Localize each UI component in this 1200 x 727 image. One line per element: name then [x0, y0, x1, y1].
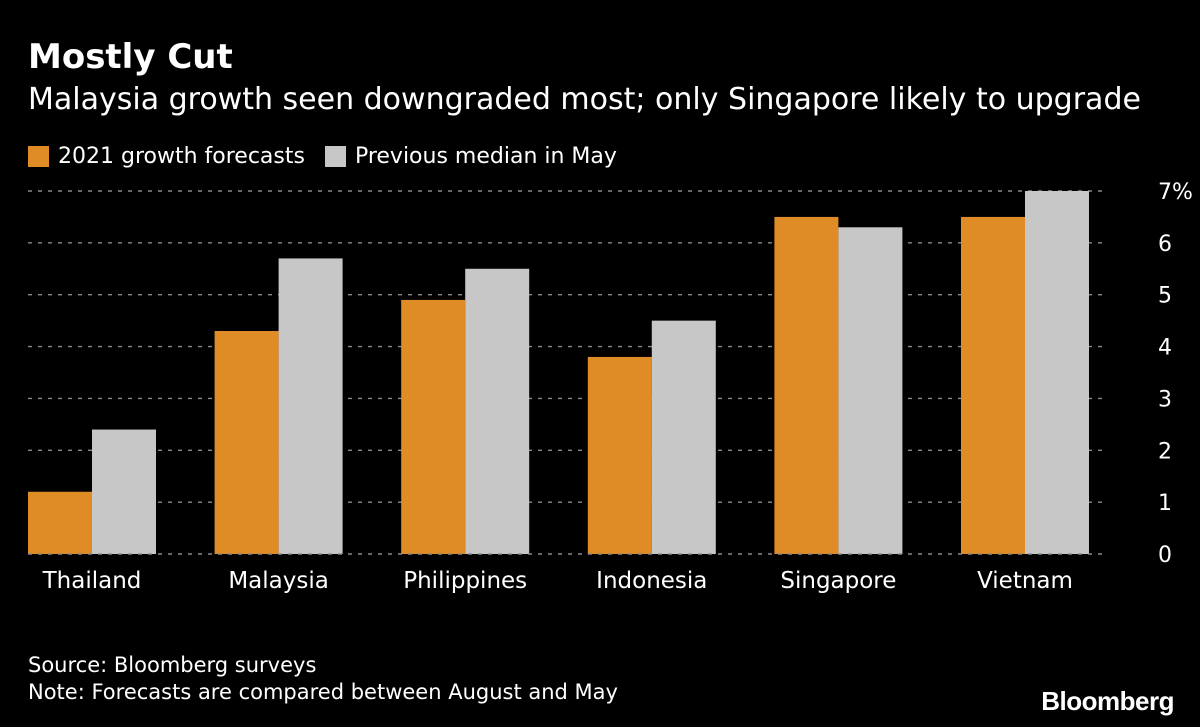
y-tick-label-1: 1 — [1158, 491, 1172, 516]
bar-forecast-thailand — [28, 491, 92, 554]
x-tick-label-malaysia: Malaysia — [228, 568, 329, 594]
y-tick-label-6: 6 — [1158, 232, 1172, 257]
bar-forecast-vietnam — [961, 216, 1025, 554]
y-tick-label-7: 7% — [1158, 180, 1193, 205]
bar-forecast-indonesia — [587, 356, 652, 554]
y-tick-label-3: 3 — [1158, 387, 1172, 412]
y-tick-label-5: 5 — [1158, 284, 1172, 309]
x-tick-label-philippines: Philippines — [403, 568, 527, 594]
bar-previous-philippines — [465, 268, 530, 554]
bar-forecast-malaysia — [214, 331, 279, 554]
legend-label-forecast: 2021 growth forecasts — [58, 143, 305, 169]
bar-previous-thailand — [92, 429, 156, 554]
legend-label-previous: Previous median in May — [354, 143, 617, 169]
y-tick-label-0: 0 — [1158, 543, 1172, 568]
x-tick-label-indonesia: Indonesia — [596, 568, 707, 594]
x-tick-label-vietnam: Vietnam — [977, 568, 1073, 594]
bar-previous-vietnam — [1025, 191, 1089, 554]
source-note: Source: Bloomberg surveys — [28, 653, 317, 677]
legend-item-previous: Previous median in May — [324, 143, 617, 169]
y-tick-label-2: 2 — [1158, 439, 1172, 464]
y-tick-label-4: 4 — [1158, 336, 1172, 361]
bar-previous-indonesia — [651, 320, 716, 554]
bloomberg-logo: Bloomberg — [1041, 686, 1174, 716]
legend-swatch-previous — [324, 145, 346, 167]
legend-item-forecast: 2021 growth forecasts — [28, 144, 305, 169]
chart-title: Mostly Cut — [28, 37, 233, 77]
footnote: Note: Forecasts are compared between Aug… — [28, 680, 618, 704]
x-tick-label-thailand: Thailand — [42, 568, 142, 594]
bar-previous-singapore — [838, 227, 903, 555]
bar-forecast-singapore — [774, 216, 839, 554]
legend-swatch-forecast — [28, 145, 49, 167]
bar-forecast-philippines — [401, 299, 466, 554]
legend: 2021 growth forecasts Previous median in… — [28, 139, 637, 173]
x-tick-label-singapore: Singapore — [780, 568, 896, 594]
chart-subtitle: Malaysia growth seen downgraded most; on… — [28, 82, 1141, 117]
bar-previous-malaysia — [278, 258, 343, 554]
